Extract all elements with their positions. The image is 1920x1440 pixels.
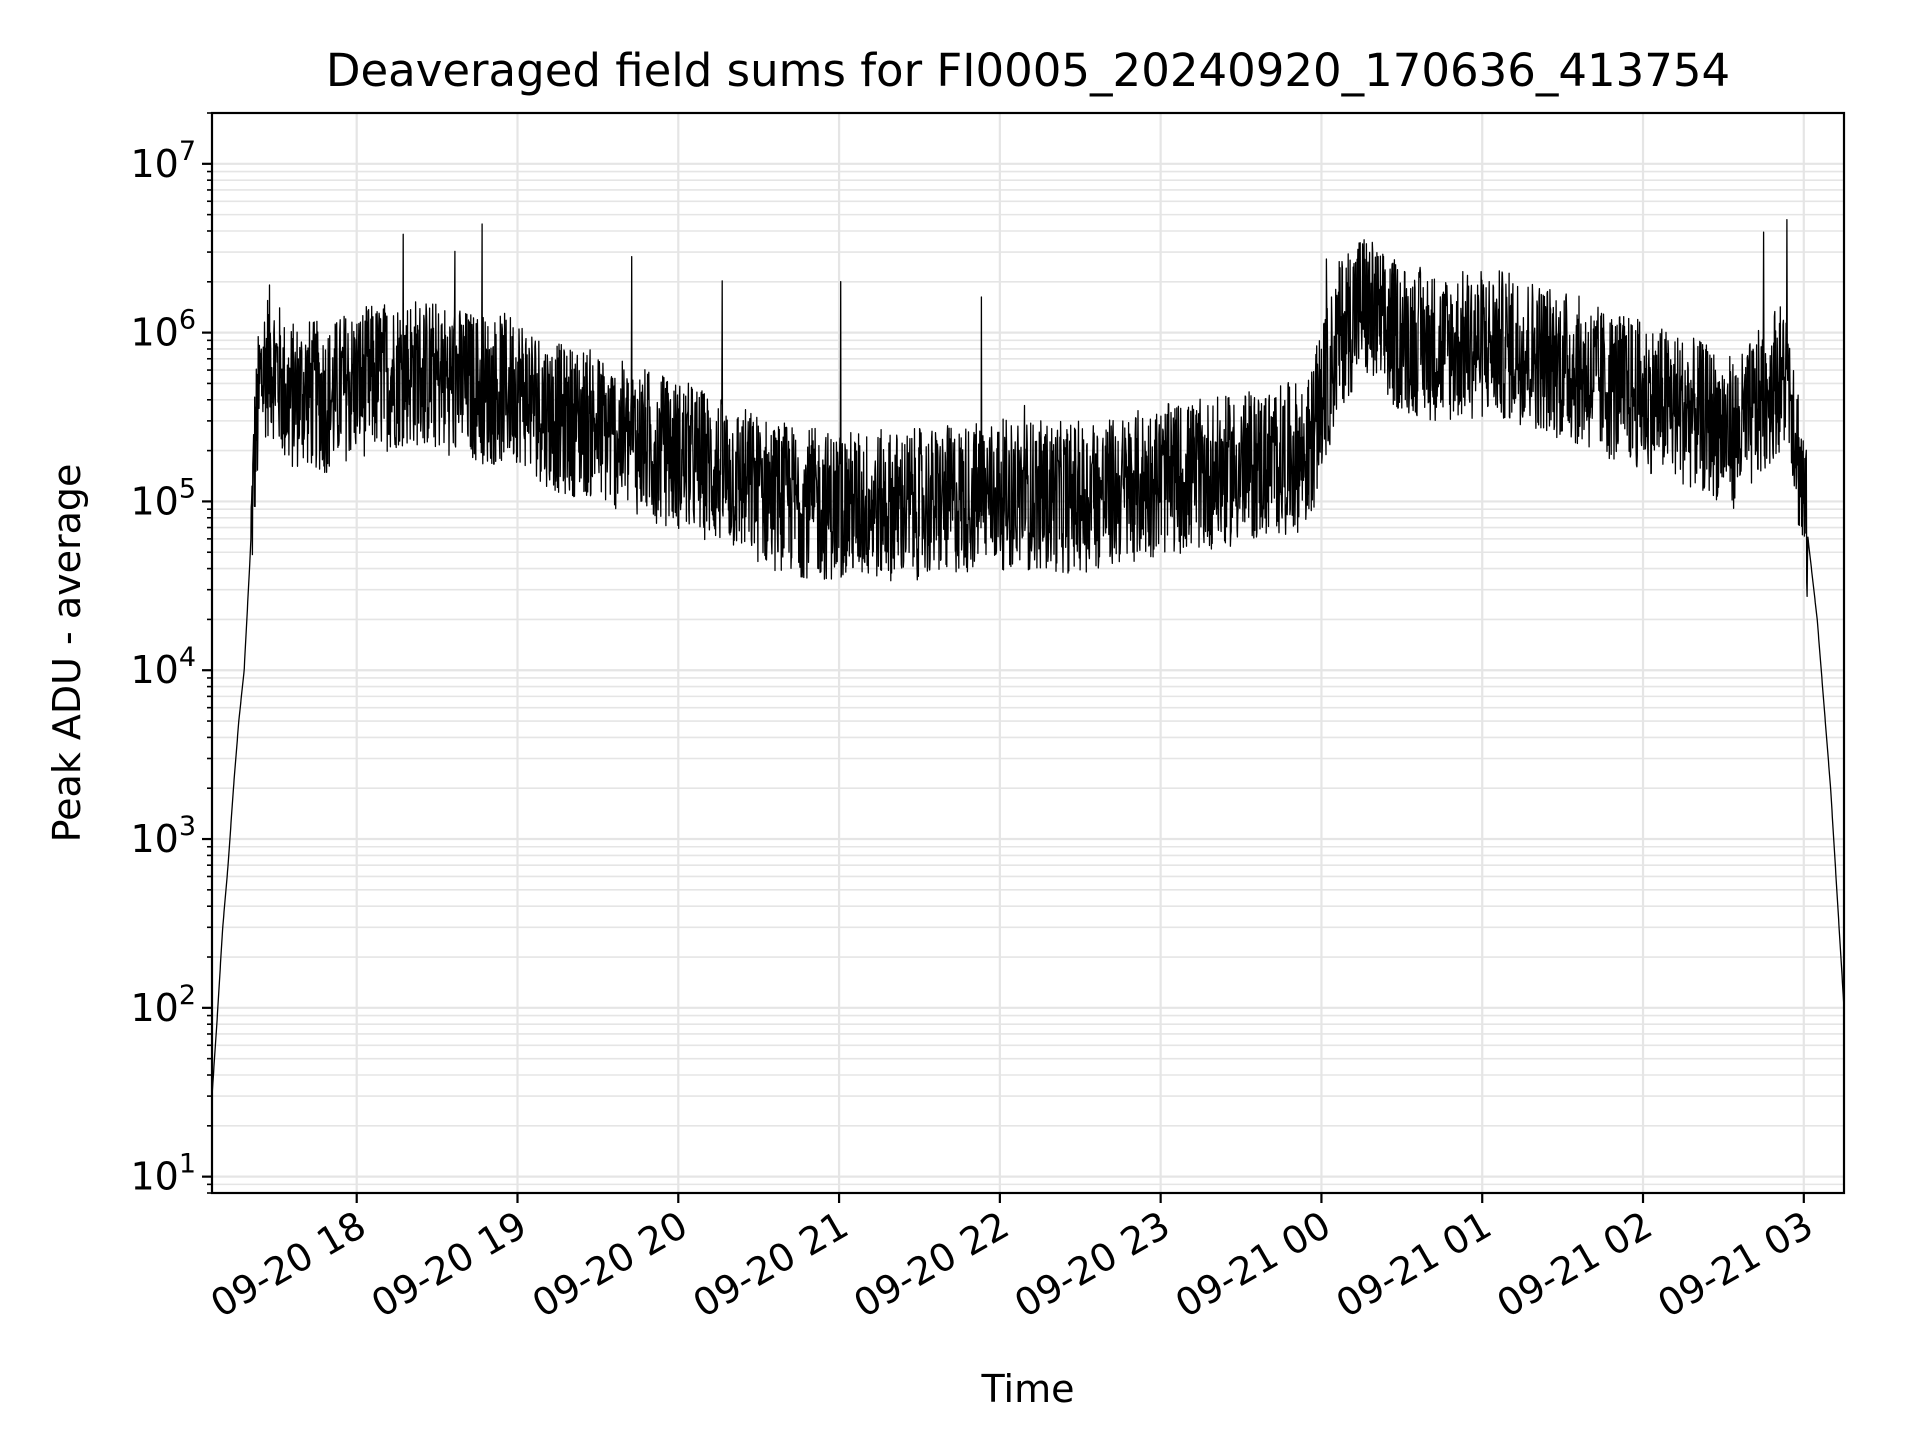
y-tick-label: 106 xyxy=(130,305,196,355)
y-axis-label: Peak ADU - average xyxy=(45,464,89,843)
y-tick-label: 105 xyxy=(130,473,196,523)
y-tick-label: 101 xyxy=(130,1149,196,1199)
x-axis-label: Time xyxy=(981,1367,1075,1411)
plot-data xyxy=(211,219,1845,1097)
y-tick-label: 103 xyxy=(130,811,196,861)
plot-frame xyxy=(210,111,1846,1195)
y-tick-label: 104 xyxy=(130,642,196,692)
chart-title: Deaveraged field sums for FI0005_2024092… xyxy=(326,44,1730,97)
series-line xyxy=(211,219,1845,1097)
y-tick-label: 107 xyxy=(130,136,196,186)
y-tick-label: 102 xyxy=(130,980,196,1030)
